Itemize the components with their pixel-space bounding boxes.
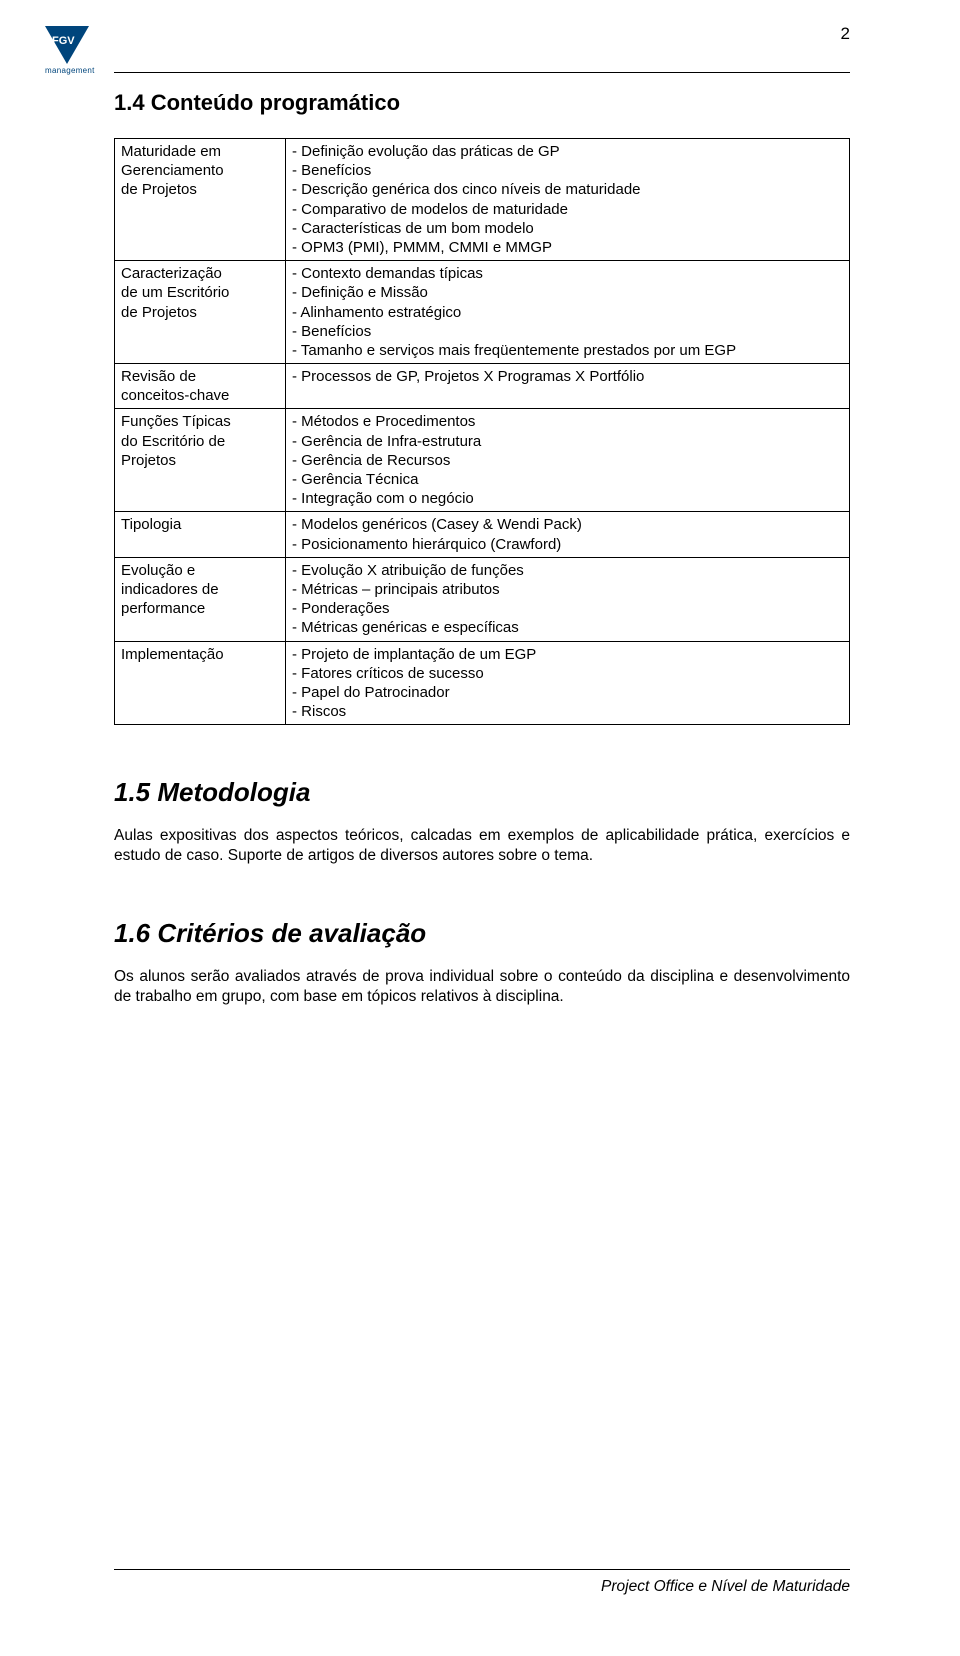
page-content: 1.4 Conteúdo programático Maturidade em … bbox=[114, 90, 850, 1007]
footer-text: Project Office e Nível de Maturidade bbox=[601, 1578, 850, 1596]
table-row: Tipologia- Modelos genéricos (Casey & We… bbox=[115, 512, 850, 557]
fgv-logo: FGV management bbox=[45, 26, 105, 75]
table-detail-cell: - Projeto de implantação de um EGP - Fat… bbox=[286, 641, 850, 725]
table-row: Caracterização de um Escritório de Proje… bbox=[115, 261, 850, 364]
table-detail-cell: - Métodos e Procedimentos - Gerência de … bbox=[286, 409, 850, 512]
table-row: Funções Típicas do Escritório de Projeto… bbox=[115, 409, 850, 512]
section-1-5-body: Aulas expositivas dos aspectos teóricos,… bbox=[114, 826, 850, 866]
table-detail-cell: - Evolução X atribuição de funções - Mét… bbox=[286, 557, 850, 641]
section-1-4-title: 1.4 Conteúdo programático bbox=[114, 90, 850, 116]
footer-rule bbox=[114, 1569, 850, 1570]
table-detail-cell: - Modelos genéricos (Casey & Wendi Pack)… bbox=[286, 512, 850, 557]
table-topic-cell: Implementação bbox=[115, 641, 286, 725]
section-1-6-body: Os alunos serão avaliados através de pro… bbox=[114, 967, 850, 1007]
section-1-6-title: 1.6 Critérios de avaliação bbox=[114, 918, 850, 949]
table-row: Maturidade em Gerenciamento de Projetos-… bbox=[115, 139, 850, 261]
table-detail-cell: - Processos de GP, Projetos X Programas … bbox=[286, 364, 850, 409]
logo-initials: FGV bbox=[52, 35, 75, 47]
table-topic-cell: Caracterização de um Escritório de Proje… bbox=[115, 261, 286, 364]
table-detail-cell: - Definição evolução das práticas de GP … bbox=[286, 139, 850, 261]
table-row: Evolução e indicadores de performance- E… bbox=[115, 557, 850, 641]
header-rule bbox=[114, 72, 850, 73]
program-table: Maturidade em Gerenciamento de Projetos-… bbox=[114, 138, 850, 725]
table-detail-cell: - Contexto demandas típicas - Definição … bbox=[286, 261, 850, 364]
page-number: 2 bbox=[841, 24, 850, 44]
table-row: Revisão de conceitos-chave- Processos de… bbox=[115, 364, 850, 409]
table-row: Implementação- Projeto de implantação de… bbox=[115, 641, 850, 725]
table-topic-cell: Revisão de conceitos-chave bbox=[115, 364, 286, 409]
table-topic-cell: Evolução e indicadores de performance bbox=[115, 557, 286, 641]
table-topic-cell: Maturidade em Gerenciamento de Projetos bbox=[115, 139, 286, 261]
table-topic-cell: Tipologia bbox=[115, 512, 286, 557]
logo-subtitle: management bbox=[45, 66, 105, 75]
document-page: 2 FGV management 1.4 Conteúdo programáti… bbox=[0, 0, 960, 1656]
table-topic-cell: Funções Típicas do Escritório de Projeto… bbox=[115, 409, 286, 512]
section-1-5-title: 1.5 Metodologia bbox=[114, 777, 850, 808]
